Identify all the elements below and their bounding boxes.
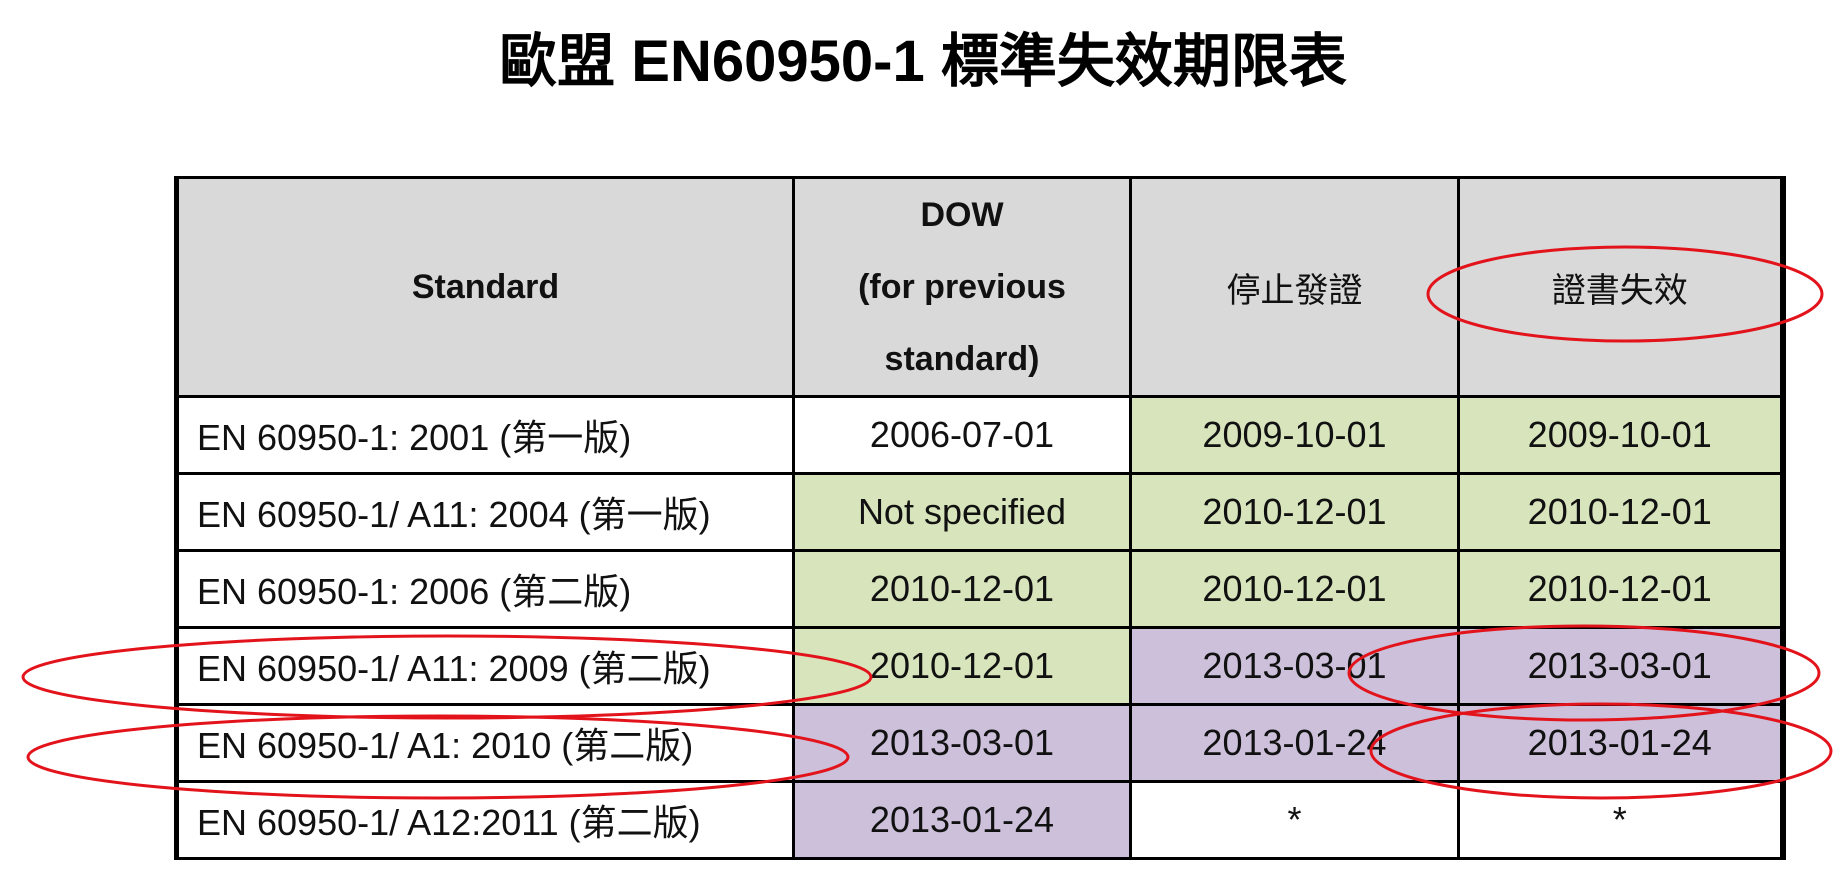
date-cell: 2013-01-24 [792, 780, 1132, 860]
table-row: EN 60950-1/ A12:2011 (第二版) 2013-01-24 * * [174, 780, 1786, 860]
table-body: EN 60950-1: 2001 (第一版) 2006-07-01 2009-10-… [174, 395, 1786, 860]
standard-cell: EN 60950-1: 2006 (第二版) [174, 549, 795, 629]
header-row: Standard DOW (for previous standard) 停止發… [174, 176, 1786, 398]
date-cell: 2009-10-01 [1129, 395, 1460, 475]
date-cell: 2006-07-01 [792, 395, 1132, 475]
table-row: EN 60950-1: 2006 (第二版) 2010-12-01 2010-12-… [174, 549, 1786, 629]
column-header: Standard [174, 176, 795, 398]
table-row: EN 60950-1/ A1: 2010 (第二版) 2013-03-01 2013… [174, 703, 1786, 783]
standard-cell: EN 60950-1/ A12:2011 (第二版) [174, 780, 795, 860]
date-cell: 2013-01-24 [1457, 703, 1786, 783]
date-cell: 2013-03-01 [1129, 626, 1460, 706]
date-cell: * [1129, 780, 1460, 860]
date-cell: Not specified [792, 472, 1132, 552]
standard-cell: EN 60950-1/ A11: 2004 (第一版) [174, 472, 795, 552]
column-header-line: DOW [920, 196, 1004, 234]
column-header-line: standard) [884, 340, 1040, 378]
date-cell: 2010-12-01 [1129, 549, 1460, 629]
column-header: 證書失效 [1457, 176, 1786, 398]
date-cell: 2010-12-01 [1129, 472, 1460, 552]
standards-table: Standard DOW (for previous standard) 停止發… [174, 176, 1786, 860]
date-cell: * [1457, 780, 1786, 860]
column-header-line: (for previous [858, 268, 1066, 306]
date-cell: 2009-10-01 [1457, 395, 1786, 475]
column-header: DOW (for previous standard) [792, 176, 1132, 398]
table-row: EN 60950-1/ A11: 2009 (第二版) 2010-12-01 201… [174, 626, 1786, 706]
column-header: 停止發證 [1129, 176, 1460, 398]
date-cell: 2010-12-01 [792, 549, 1132, 629]
date-cell: 2010-12-01 [1457, 472, 1786, 552]
date-cell: 2013-03-01 [792, 703, 1132, 783]
date-cell: 2013-01-24 [1129, 703, 1460, 783]
standard-cell: EN 60950-1: 2001 (第一版) [174, 395, 795, 475]
page-title: 歐盟 EN60950-1 標準失效期限表 [499, 29, 1347, 94]
date-cell: 2010-12-01 [1457, 549, 1786, 629]
standard-cell: EN 60950-1/ A11: 2009 (第二版) [174, 626, 795, 706]
date-cell: 2013-03-01 [1457, 626, 1786, 706]
standard-cell: EN 60950-1/ A1: 2010 (第二版) [174, 703, 795, 783]
date-cell: 2010-12-01 [792, 626, 1132, 706]
table-row: EN 60950-1: 2001 (第一版) 2006-07-01 2009-10-… [174, 395, 1786, 475]
table-row: EN 60950-1/ A11: 2004 (第一版) Not specified… [174, 472, 1786, 552]
